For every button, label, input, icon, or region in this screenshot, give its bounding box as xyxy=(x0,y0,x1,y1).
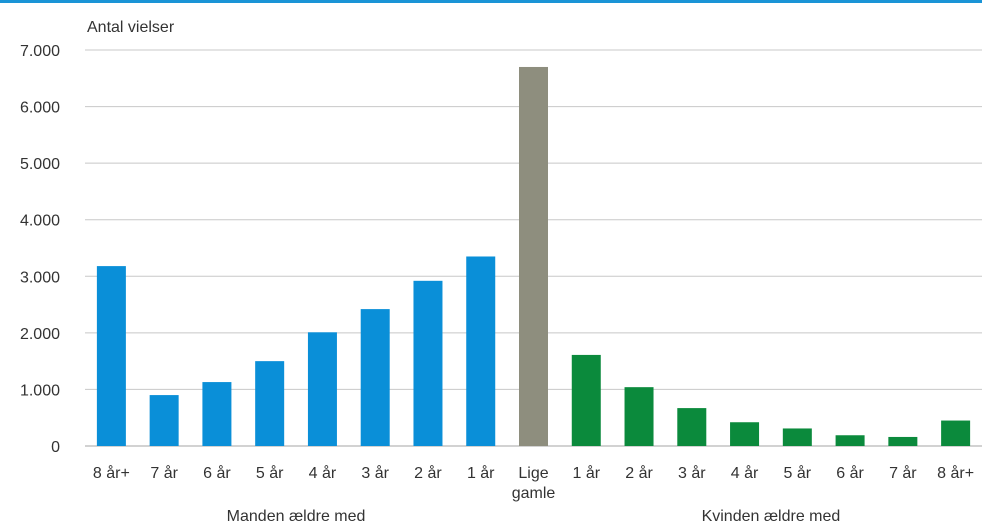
bar xyxy=(835,435,865,446)
bar xyxy=(202,382,232,446)
x-tick-label: 6 år xyxy=(203,464,231,482)
bar xyxy=(571,354,601,446)
x-tick-label: Lige xyxy=(518,465,548,482)
x-tick-label: 8 år+ xyxy=(937,464,974,482)
x-tick-label: 5 år xyxy=(784,464,812,482)
top-rule xyxy=(0,0,982,3)
bar xyxy=(360,309,390,446)
y-tick-label: 4.000 xyxy=(20,213,60,230)
x-tick-label: 3 år xyxy=(361,464,389,482)
x-tick-label: 2 år xyxy=(414,464,442,482)
y-tick-label: 5.000 xyxy=(20,156,60,173)
bar xyxy=(624,387,654,446)
x-tick-label: 1 år xyxy=(467,464,495,482)
bar xyxy=(888,436,918,446)
x-tick-label: 6 år xyxy=(836,464,864,482)
bar xyxy=(677,408,707,446)
x-tick-label: 2 år xyxy=(625,464,653,482)
bar xyxy=(307,332,337,446)
bar xyxy=(255,361,285,446)
x-tick-label: 3 år xyxy=(678,464,706,482)
bar xyxy=(730,422,760,446)
bar xyxy=(466,256,496,446)
x-tick-label: 4 år xyxy=(731,464,759,482)
bar xyxy=(96,266,126,446)
y-tick-label: 6.000 xyxy=(20,100,60,117)
bar xyxy=(149,395,179,446)
x-tick-label: 7 år xyxy=(889,464,917,482)
x-tick-label: 7 år xyxy=(150,464,178,482)
bar xyxy=(782,428,812,446)
x-tick-label: 8 år+ xyxy=(93,464,130,482)
bar xyxy=(519,66,548,446)
x-tick-label: 5 år xyxy=(256,464,284,482)
y-tick-label: 0 xyxy=(51,439,60,456)
y-tick-label: 2.000 xyxy=(20,326,60,343)
x-tick-label: 1 år xyxy=(572,464,600,482)
x-tick-label: 4 år xyxy=(309,464,337,482)
y-tick-label: 3.000 xyxy=(20,269,60,286)
group-label: Manden ældre med xyxy=(227,508,366,525)
y-axis-title: Antal vielser xyxy=(87,19,175,36)
y-tick-label: 1.000 xyxy=(20,382,60,399)
group-label: Kvinden ældre med xyxy=(702,508,841,525)
x-tick-label: gamle xyxy=(512,485,556,502)
y-tick-label: 7.000 xyxy=(20,43,60,60)
bar xyxy=(941,420,971,446)
bar xyxy=(413,280,443,446)
